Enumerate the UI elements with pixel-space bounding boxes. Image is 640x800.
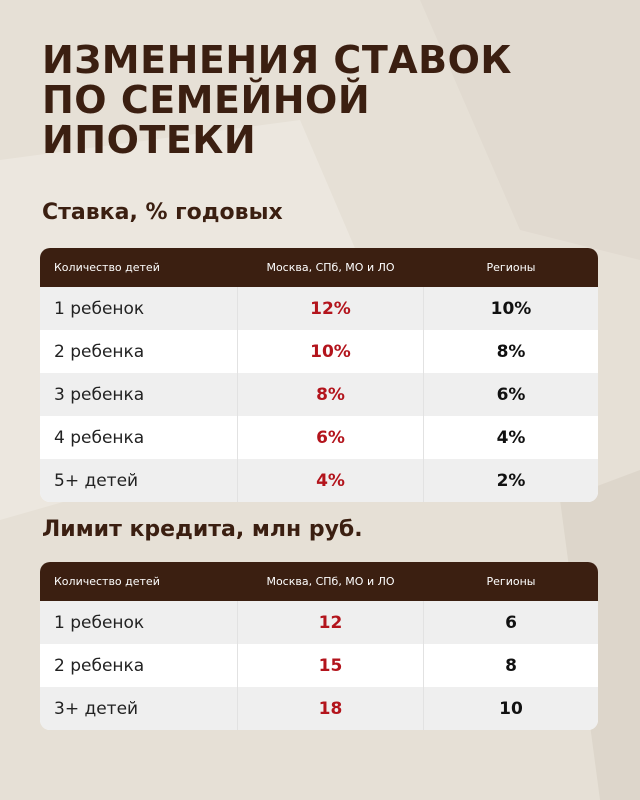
cell: 8%	[496, 341, 526, 362]
header-cell: Регионы	[486, 575, 536, 588]
table-row: 3 ребенка 8% 6%	[40, 373, 598, 416]
cell: 5+ детей	[54, 470, 139, 491]
header-cell: Регионы	[486, 261, 536, 274]
cell: 6%	[496, 384, 526, 405]
cell: 10	[499, 698, 523, 719]
cell: 12%	[237, 287, 424, 330]
cell: 3 ребенка	[54, 384, 145, 405]
cell: 12	[237, 601, 424, 644]
table: Количество детей Москва, СПб, МО и ЛО Реги…	[40, 562, 598, 730]
table-row: 1 ребенок 12% 10%	[40, 287, 598, 330]
section-heading: Ставка, % годовых	[42, 200, 283, 225]
title: ИЗМЕНЕНИЯ СТАВОК ПО СЕМЕЙНОЙ ИПОТЕКИ	[42, 40, 602, 160]
cell: 1 ребенок	[54, 298, 145, 319]
title-line: ИЗМЕНЕНИЯ СТАВОК	[42, 38, 512, 82]
table-body: 1 ребенок 12% 10% 2 ребенка 10% 8% 3 ребенка 8%…	[40, 287, 598, 502]
table-header: Количество детей Москва, СПб, МО и ЛО Реги…	[40, 562, 598, 601]
cell: 10%	[237, 330, 424, 373]
cell: 1 ребенок	[54, 612, 145, 633]
table-row: 2 ребенка 10% 8%	[40, 330, 598, 373]
cell: 3+ детей	[54, 698, 139, 719]
table-header: Количество детей Москва, СПб, МО и ЛО Реги…	[40, 248, 598, 287]
table-row: 3+ детей 18 10	[40, 687, 598, 730]
cell: 2 ребенка	[54, 655, 145, 676]
cell: 10%	[490, 298, 532, 319]
header-cell: Количество детей	[54, 575, 160, 588]
table-row: 4 ребенка 6% 4%	[40, 416, 598, 459]
cell: 18	[237, 687, 424, 730]
header-cell: Москва, СПб, МО и ЛО	[266, 261, 395, 274]
cell: 2 ребенка	[54, 341, 145, 362]
header-cell: Москва, СПб, МО и ЛО	[266, 575, 395, 588]
bg-shape	[560, 470, 640, 800]
table-body: 1 ребенок 12 6 2 ребенка 15 8 3+ детей 18 10	[40, 601, 598, 730]
cell: 8%	[237, 373, 424, 416]
cell: 4%	[237, 459, 424, 502]
header-cell: Количество детей	[54, 261, 160, 274]
cell: 4%	[496, 427, 526, 448]
cell: 4 ребенка	[54, 427, 145, 448]
title-line: ПО СЕМЕЙНОЙ	[42, 78, 371, 122]
cell: 6%	[237, 416, 424, 459]
table-row: 2 ребенка 15 8	[40, 644, 598, 687]
cell: 6	[505, 612, 517, 633]
table: Количество детей Москва, СПб, МО и ЛО Реги…	[40, 248, 598, 502]
title-line: ИПОТЕКИ	[42, 118, 257, 162]
bg-shape	[420, 0, 640, 260]
table-row: 1 ребенок 12 6	[40, 601, 598, 644]
cell: 2%	[496, 470, 526, 491]
table-row: 5+ детей 4% 2%	[40, 459, 598, 502]
cell: 8	[505, 655, 517, 676]
cell: 15	[237, 644, 424, 687]
section-heading: Лимит кредита, млн руб.	[42, 517, 363, 542]
